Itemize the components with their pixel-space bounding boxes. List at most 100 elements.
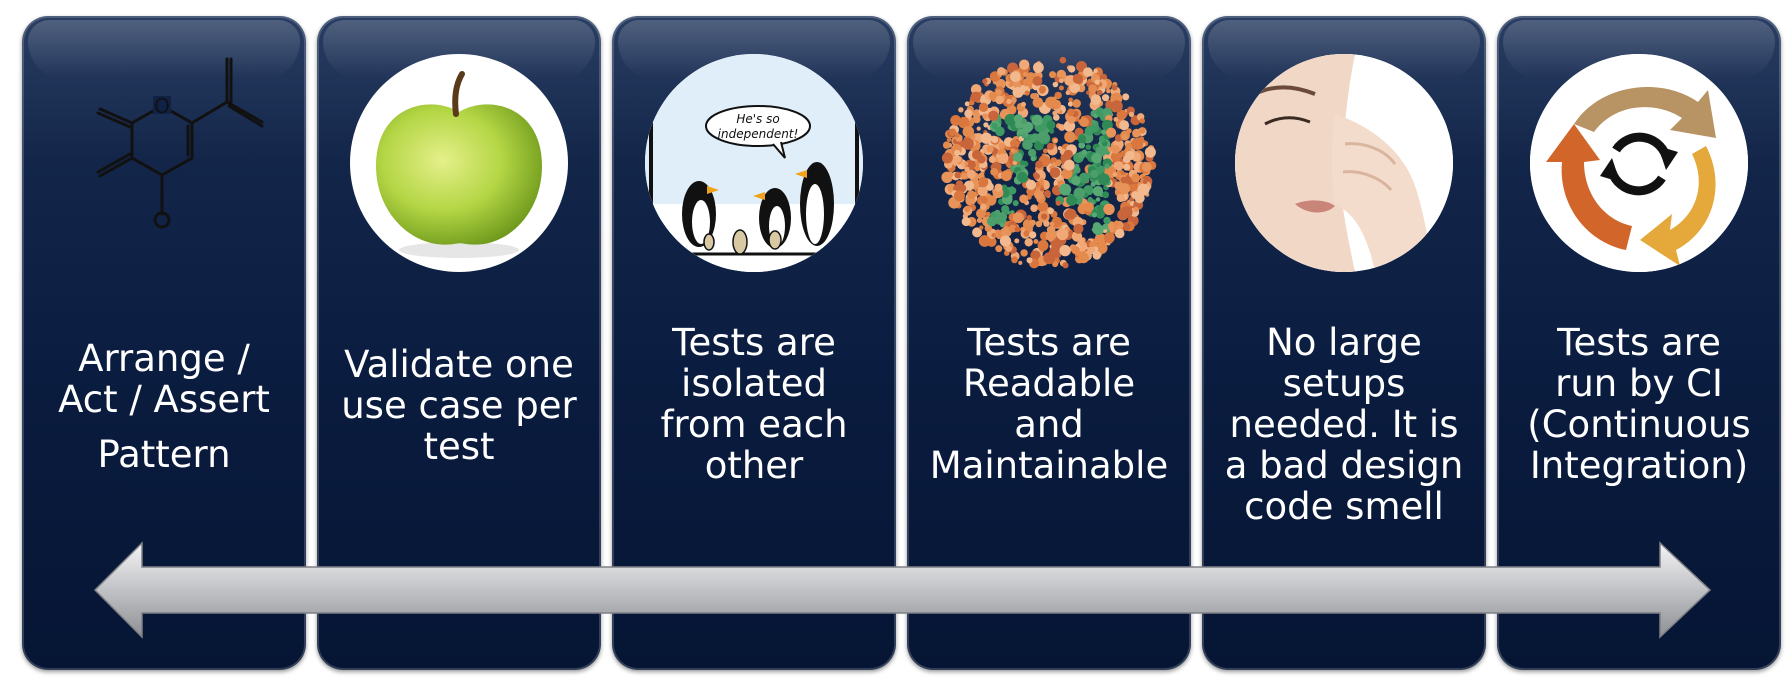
plate-dot (988, 155, 996, 164)
plate-dot (1078, 141, 1086, 149)
plate-dot (1079, 172, 1090, 184)
plate-dot (1052, 261, 1059, 268)
plate-dot (1064, 210, 1074, 220)
plate-dot (1144, 146, 1156, 158)
plate-dot (1122, 222, 1130, 230)
plate-dot (1058, 85, 1064, 91)
plate-dot (986, 195, 997, 206)
plate-dot (1001, 170, 1012, 182)
plate-dot (1045, 230, 1056, 241)
plate-dot (995, 95, 1004, 105)
plate-dot (964, 166, 970, 172)
plate-dot (1112, 172, 1117, 177)
plate-dot (1032, 172, 1039, 178)
plate-dot (1098, 173, 1110, 186)
plate-dot (1116, 109, 1127, 120)
plate-dot (961, 217, 971, 227)
plate-dot (1030, 219, 1036, 226)
plate-dot (966, 169, 976, 179)
plate-dot (1032, 76, 1043, 86)
plate-dot (1019, 59, 1030, 70)
plate-dot (1030, 156, 1036, 162)
plate-dot (1032, 97, 1044, 108)
plate-dot (1072, 99, 1081, 108)
plate-dot (1071, 176, 1081, 186)
plate-dot (1084, 126, 1094, 136)
plate-dot (1043, 190, 1051, 197)
plate-dot (1020, 160, 1025, 166)
plate-dot (1137, 183, 1150, 196)
plate-dot (1021, 133, 1027, 139)
plate-dot (1102, 94, 1110, 102)
plate-dot (967, 190, 976, 199)
plate-dot (1021, 101, 1026, 107)
plate-dot (990, 168, 999, 176)
plate-dot (960, 172, 968, 180)
plate-dot (1133, 206, 1139, 213)
plate-dot (1094, 79, 1100, 85)
plate-dot (942, 141, 951, 149)
plate-dot (1078, 252, 1089, 264)
plate-dot (1064, 131, 1076, 143)
plate-dot (997, 212, 1008, 222)
plate-dot (1039, 180, 1045, 186)
panel-readable-maintainable: Tests are Readable and Maintainable (907, 16, 1191, 670)
plate-dot (1110, 100, 1123, 113)
plate-dot (1012, 200, 1019, 207)
plate-dot (983, 122, 989, 128)
refresh-cycle-icon (1530, 54, 1748, 272)
plate-dot (991, 136, 999, 144)
plate-dot (1117, 229, 1124, 236)
plate-dot (1106, 88, 1111, 94)
plate-dot (1023, 72, 1028, 77)
plate-dot (999, 235, 1012, 247)
plate-dot (1012, 212, 1024, 224)
plate-dot (1111, 144, 1120, 154)
plate-dot (1128, 111, 1135, 118)
plate-dot (1022, 78, 1031, 87)
plate-dot (1131, 173, 1141, 183)
plate-dot (1096, 89, 1103, 96)
plate-dot (989, 93, 997, 101)
plate-dot (1041, 213, 1048, 220)
plate-dot (1088, 241, 1095, 247)
plate-dot (1061, 168, 1073, 180)
plate-dot (1097, 112, 1104, 118)
plate-dot (1141, 162, 1152, 173)
plate-dot (974, 165, 981, 172)
plate-dot (964, 205, 971, 212)
plate-dot (1030, 204, 1038, 212)
plate-dot (1077, 134, 1087, 144)
plate-dot (1012, 86, 1024, 98)
plate-dot (979, 225, 984, 230)
plate-dot (1059, 56, 1067, 64)
plate-dot (1084, 202, 1094, 212)
plate-dot (1073, 166, 1081, 174)
plate-dot (1109, 227, 1115, 233)
plate-dot (1088, 84, 1098, 94)
plate-dot (1092, 251, 1102, 260)
plate-dot (1040, 187, 1045, 192)
plate-dot (1054, 91, 1062, 100)
plate-dot (1046, 120, 1056, 130)
plate-dot (1090, 94, 1102, 105)
plate-dot (1119, 120, 1130, 131)
plate-dot (1030, 133, 1040, 143)
plate-dot (1010, 71, 1021, 83)
plate-dot (1014, 226, 1021, 233)
plate-dot (1067, 108, 1075, 117)
plate-dot (1053, 138, 1058, 143)
plate-dot (976, 126, 981, 131)
plate-dot (1058, 124, 1066, 131)
plate-dot (948, 128, 957, 136)
apple-icon (350, 54, 568, 272)
plate-dot (1010, 148, 1015, 153)
plate-dot (941, 152, 953, 164)
plate-dot (1065, 90, 1071, 96)
plate-dot (1122, 93, 1130, 101)
plate-dot (1014, 238, 1020, 244)
plate-dot (988, 110, 999, 121)
plate-dot (954, 171, 962, 179)
plate-dot (1093, 68, 1098, 74)
plate-dot (1119, 183, 1130, 195)
